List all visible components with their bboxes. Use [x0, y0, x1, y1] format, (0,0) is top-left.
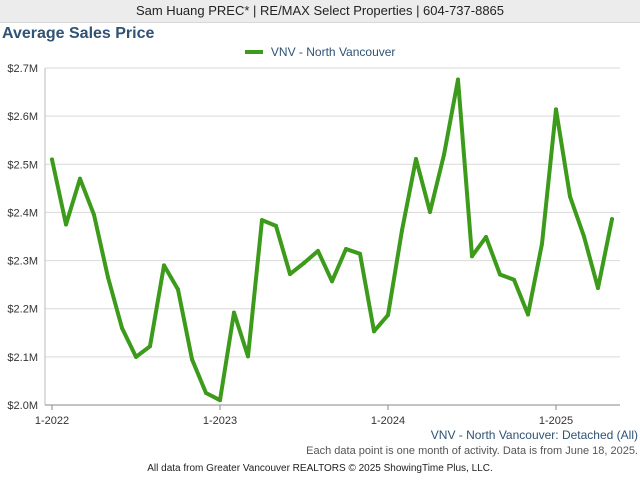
data-point: [428, 209, 432, 214]
data-point: [120, 325, 124, 330]
chart-title: Average Sales Price: [2, 25, 155, 42]
data-point: [162, 263, 166, 268]
data-point: [344, 247, 348, 252]
data-point: [260, 218, 264, 223]
y-axis: $2.0M $2.1M $2.2M $2.3M $2.4M $2.5M $2.6M $2.7M: [7, 63, 38, 412]
series-description: VNV - North Vancouver: Detached (All): [430, 428, 638, 442]
y-tick-label: $2.3M: [7, 256, 38, 268]
data-point: [106, 275, 110, 280]
series-line: [50, 77, 614, 403]
gridlines: [44, 67, 620, 406]
data-point: [498, 272, 502, 277]
data-point: [596, 286, 600, 291]
data-point: [218, 398, 222, 403]
footer-credit: All data from Greater Vancouver REALTORS…: [147, 463, 493, 474]
data-point: [78, 176, 82, 181]
data-point: [400, 228, 404, 233]
series-lines: [50, 77, 614, 403]
legend[interactable]: VNV - North Vancouver: [0, 45, 640, 59]
data-point: [330, 279, 334, 284]
data-point: [484, 234, 488, 239]
data-point: [540, 241, 544, 246]
data-point: [64, 222, 68, 227]
data-point: [554, 107, 558, 112]
data-point: [456, 77, 460, 82]
y-tick-label: $2.5M: [7, 159, 38, 171]
data-point: [442, 152, 446, 157]
data-point: [526, 312, 530, 317]
data-point: [204, 390, 208, 395]
data-point: [148, 344, 152, 349]
header-text: Sam Huang PREC* | RE/MAX Select Properti…: [135, 3, 505, 18]
data-point: [50, 157, 54, 162]
data-point: [288, 272, 292, 277]
data-point: [470, 254, 474, 259]
data-point: [232, 310, 236, 315]
data-point: [512, 277, 516, 282]
data-point: [386, 312, 390, 317]
legend-label: VNV - North Vancouver: [270, 45, 396, 59]
x-tick-label: 1-2024: [371, 415, 405, 427]
data-point: [274, 223, 278, 228]
x-tick-label: 1-2023: [203, 415, 237, 427]
data-point: [358, 251, 362, 256]
y-tick-label: $2.0M: [7, 400, 38, 412]
x-tick-label: 1-2025: [539, 415, 573, 427]
data-point: [92, 212, 96, 217]
data-point: [582, 234, 586, 239]
y-tick-label: $2.7M: [7, 63, 38, 75]
data-note: Each data point is one month of activity…: [306, 445, 638, 457]
x-axis: 1-2022 1-2023 1-2024 1-2025: [35, 405, 573, 427]
x-tick-label: 1-2022: [35, 415, 69, 427]
data-point: [190, 357, 194, 362]
data-point: [414, 156, 418, 161]
y-tick-label: $2.1M: [7, 352, 38, 364]
data-point: [134, 354, 138, 359]
data-point: [302, 260, 306, 265]
y-tick-label: $2.6M: [7, 111, 38, 123]
data-point: [176, 287, 180, 292]
y-tick-label: $2.4M: [7, 207, 38, 219]
header-bar: Sam Huang PREC* | RE/MAX Select Properti…: [0, 0, 640, 23]
data-point: [610, 217, 614, 222]
data-point: [568, 194, 572, 199]
y-tick-label: $2.2M: [7, 304, 38, 316]
data-point: [246, 354, 250, 359]
legend-swatch: [244, 49, 263, 54]
data-point: [316, 248, 320, 253]
data-point: [372, 329, 376, 334]
